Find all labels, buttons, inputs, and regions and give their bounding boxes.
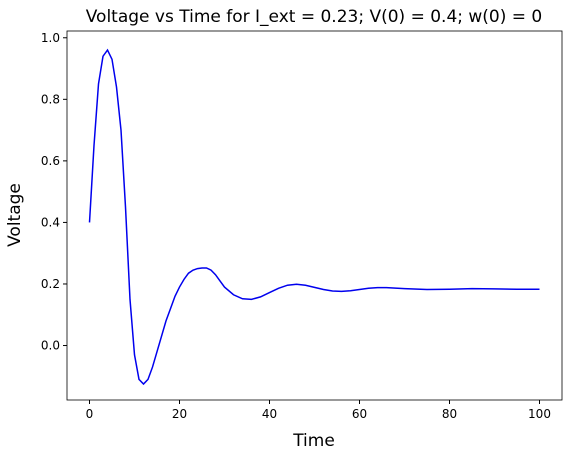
y-axis-label: Voltage <box>5 183 25 247</box>
x-tick-label: 100 <box>528 407 551 421</box>
plot-frame <box>66 30 563 401</box>
x-tick-label: 40 <box>262 407 277 421</box>
y-tick-label: 0.2 <box>41 277 60 291</box>
y-tick-label: 1.0 <box>41 31 60 45</box>
y-tick-label: 0.8 <box>41 92 60 106</box>
chart-title: Voltage vs Time for I_ext = 0.23; V(0) =… <box>86 7 543 27</box>
x-tick-label: 0 <box>86 407 94 421</box>
y-tick-label: 0.0 <box>41 339 60 353</box>
x-tick-label: 80 <box>442 407 457 421</box>
x-tick-label: 60 <box>352 407 367 421</box>
y-tick-label: 0.4 <box>41 215 60 229</box>
data-line <box>88 48 540 386</box>
y-tick-label: 0.6 <box>41 154 60 168</box>
x-axis-label: Time <box>292 431 335 451</box>
x-tick-label: 20 <box>172 407 187 421</box>
